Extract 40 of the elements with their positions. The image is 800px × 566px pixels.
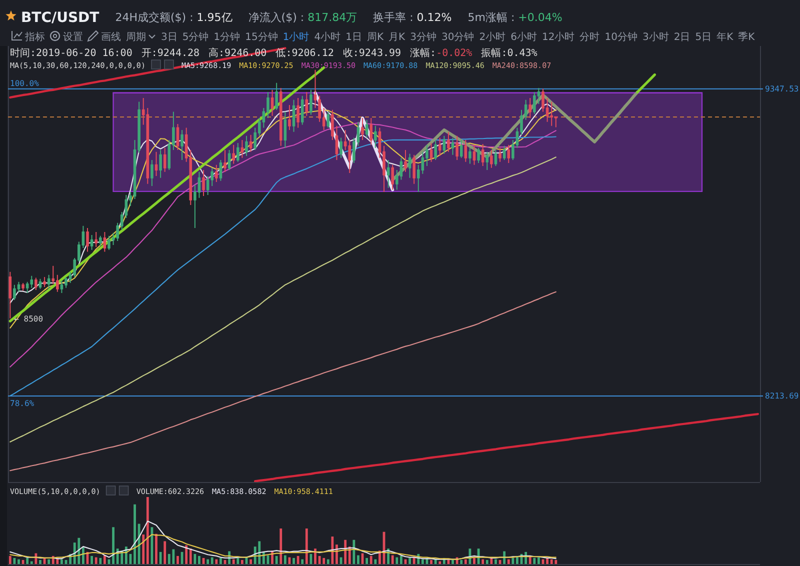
text: 6小时 <box>510 31 537 43</box>
y-tick-label: 8213.69 <box>765 391 799 400</box>
text: 周K <box>366 32 384 43</box>
annotation: 振幅:0.43% <box>481 47 538 59</box>
text: 3分钟 <box>410 31 436 43</box>
text: 年K <box>716 31 734 43</box>
text: 1日 <box>346 32 362 43</box>
text: 5分钟 <box>182 31 209 43</box>
text: 5m涨幅 : +0.04% <box>468 11 562 24</box>
text: 1小时 <box>282 31 310 43</box>
annotation: 涨幅:-0.02% <box>410 47 472 59</box>
text: 画线 <box>101 31 121 43</box>
chart-title: BTC/USDT <box>21 10 100 26</box>
text: 10分钟 <box>604 31 638 43</box>
text: 3日 <box>161 32 178 43</box>
annotation: 100.0% <box>10 78 40 88</box>
text: 换手率 : 0.12% <box>373 11 452 24</box>
text: 3小时 <box>642 31 669 43</box>
annotation: 低:9206.12 <box>276 48 334 59</box>
annotation: 开:9244.28 <box>141 48 200 59</box>
text: 12小时 <box>542 31 575 43</box>
text: 5日 <box>695 32 712 43</box>
text: 设置 <box>63 31 83 43</box>
annotation: 收:9243.99 <box>342 48 402 59</box>
text: 24H成交额($) : 1.95亿 <box>115 11 232 24</box>
text: 1分钟 <box>214 31 240 43</box>
text: 净流入($) : 817.84万 <box>248 11 358 24</box>
text: 2日 <box>674 32 690 43</box>
annotation: 78.6% <box>10 398 34 408</box>
annotation: 时间:2019-06-20 16:00 <box>10 47 132 59</box>
y-tick-label: 9347.53 <box>765 84 799 94</box>
text: 季K <box>738 31 756 43</box>
text: 2小时 <box>479 31 506 43</box>
text: 分时 <box>580 31 600 43</box>
text: 周期 <box>126 31 146 43</box>
text: 30分钟 <box>441 31 474 43</box>
text: 指标 <box>24 31 45 43</box>
text: 月K <box>388 32 406 43</box>
text: 4小时 <box>314 31 341 43</box>
text: 15分钟 <box>245 31 278 43</box>
